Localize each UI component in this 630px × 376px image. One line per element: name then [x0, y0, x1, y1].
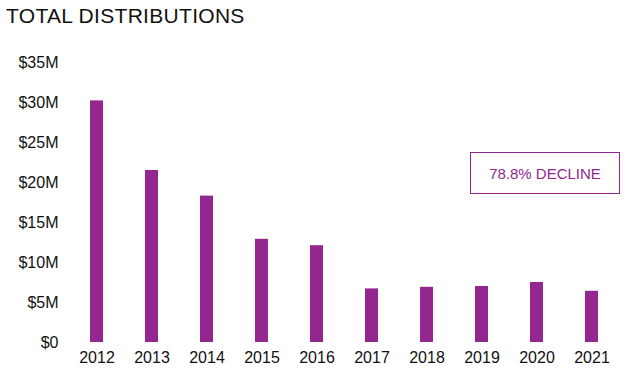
svg-text:$30M: $30M: [18, 94, 58, 111]
svg-text:$25M: $25M: [18, 134, 58, 151]
svg-text:2017: 2017: [354, 349, 390, 366]
svg-text:2019: 2019: [464, 349, 500, 366]
svg-text:2016: 2016: [299, 349, 335, 366]
svg-text:2015: 2015: [244, 349, 280, 366]
svg-text:2012: 2012: [79, 349, 115, 366]
html-text:TOTAL DISTRIBUTIONS: TOTAL DISTRIBUTIONS: [6, 4, 245, 27]
svg-text:2020: 2020: [519, 349, 555, 366]
svg-text:2014: 2014: [189, 349, 225, 366]
html-text:78.8% DECLINE: 78.8% DECLINE: [489, 164, 601, 182]
svg-text:$10M: $10M: [18, 254, 58, 271]
svg-text:$15M: $15M: [18, 214, 58, 231]
svg-text:2013: 2013: [134, 349, 170, 366]
svg-text:$35M: $35M: [18, 54, 58, 71]
svg-text:2021: 2021: [574, 349, 610, 366]
svg-text:$5M: $5M: [27, 294, 58, 311]
svg-text:2018: 2018: [409, 349, 445, 366]
svg-text:$20M: $20M: [18, 174, 58, 191]
svg-text:$0: $0: [41, 334, 59, 351]
